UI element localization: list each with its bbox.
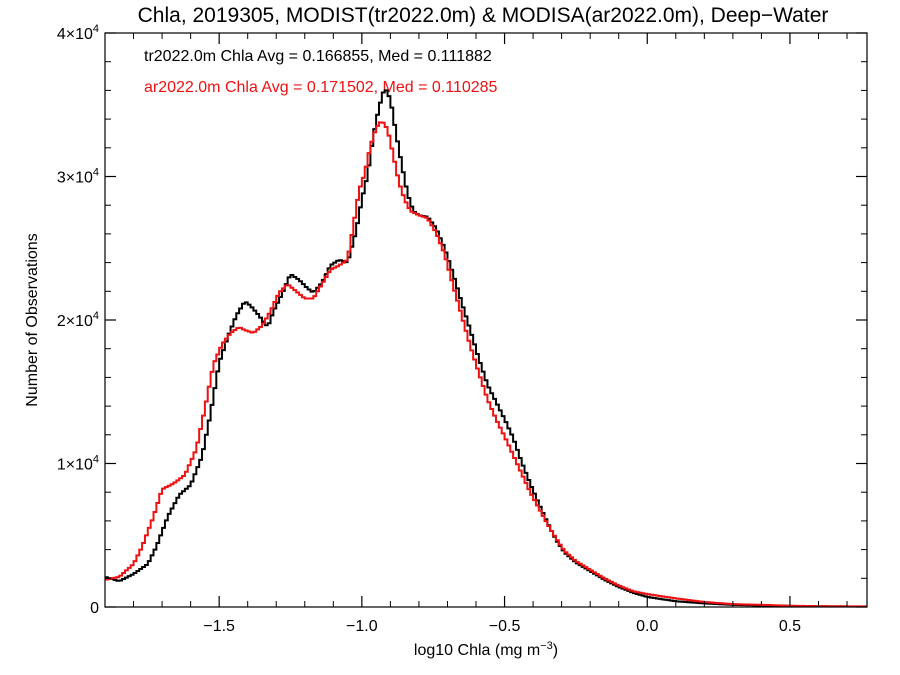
- x-axis-label-main: log10 Chla (mg m: [414, 642, 540, 659]
- y-tick-label-exponent: 4: [93, 167, 99, 179]
- y-tick-label-base: 2×10: [57, 313, 93, 330]
- series-layer: [105, 89, 867, 608]
- y-tick-label-exponent: 4: [93, 310, 99, 322]
- x-tick-label-2: −0.5: [489, 618, 521, 635]
- annotation-tr-stats: tr2022.0m Chla Avg = 0.166855, Med = 0.1…: [144, 48, 492, 65]
- y-tick-label-3: 3×104: [57, 167, 99, 187]
- x-axis-label-close: ): [553, 642, 558, 659]
- x-tick-label-0: −1.5: [203, 618, 235, 635]
- y-tick-label-base: 1×10: [57, 457, 93, 474]
- y-tick-label-2: 2×104: [57, 310, 99, 330]
- y-tick-label-exponent: 4: [93, 454, 99, 466]
- y-tick-label-1: 1×104: [57, 454, 99, 474]
- series-line-1: [105, 121, 867, 608]
- annotation-ar-stats: ar2022.0m Chla Avg = 0.171502, Med = 0.1…: [144, 79, 498, 96]
- x-axis-label-sup: −3: [540, 640, 553, 652]
- x-axis-label: log10 Chla (mg m−3): [414, 640, 558, 659]
- y-tick-label-0: 0: [90, 600, 99, 617]
- y-axis-label: Number of Observations: [24, 233, 41, 406]
- y-tick-label-base: 0: [90, 600, 99, 617]
- y-tick-label-exponent: 4: [93, 23, 99, 35]
- x-tick-label-4: 0.5: [779, 618, 801, 635]
- y-tick-label-4: 4×104: [57, 23, 99, 43]
- y-tick-label-base: 3×10: [57, 170, 93, 187]
- y-tick-label-base: 4×10: [57, 26, 93, 43]
- chart-title: Chla, 2019305, MODIST(tr2022.0m) & MODIS…: [138, 4, 829, 27]
- x-tick-label-3: 0.0: [636, 618, 658, 635]
- plot-frame: [104, 32, 868, 608]
- x-tick-label-1: −1.0: [346, 618, 378, 635]
